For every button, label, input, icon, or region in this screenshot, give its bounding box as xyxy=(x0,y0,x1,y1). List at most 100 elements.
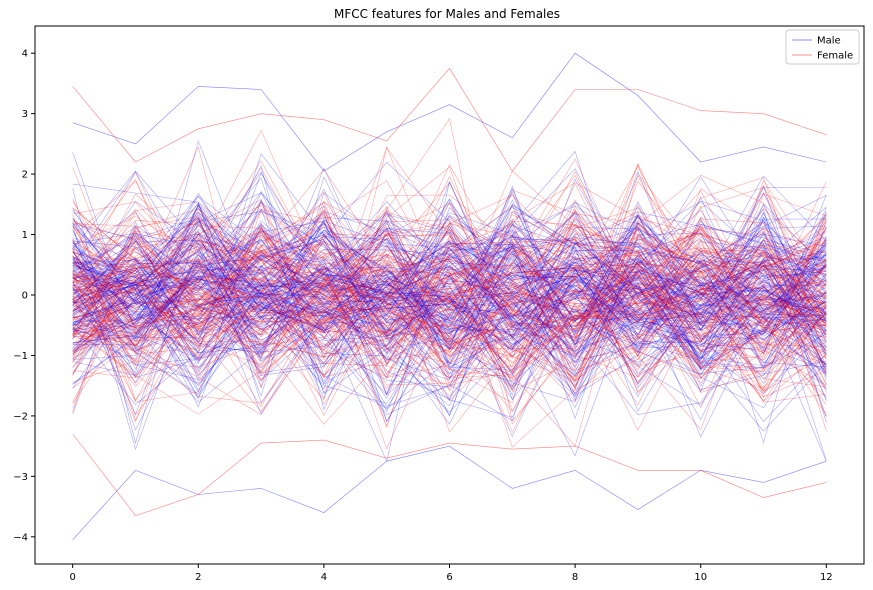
series-line-male xyxy=(72,221,827,417)
series-line-male xyxy=(72,249,827,399)
series-line-male xyxy=(72,150,827,355)
series-line-female xyxy=(72,158,827,373)
series-line-female xyxy=(72,180,827,344)
series-line-male xyxy=(72,200,827,331)
series-line-female xyxy=(72,181,827,448)
series-line-male xyxy=(72,222,827,416)
series-line-female xyxy=(72,225,827,323)
series-line-male xyxy=(72,195,827,437)
series-line-female xyxy=(72,248,827,390)
series-line-male xyxy=(72,218,827,376)
series-line-female xyxy=(72,231,827,357)
series-line-male xyxy=(72,210,827,406)
series-line-female xyxy=(72,118,827,422)
series-line-male xyxy=(72,180,827,394)
series-line-male xyxy=(72,251,827,389)
series-line-male xyxy=(72,216,827,403)
series-line-female xyxy=(72,218,827,368)
series-line-female xyxy=(72,238,827,358)
series-line-female xyxy=(72,173,827,391)
series-line-male xyxy=(72,201,827,451)
series-line-male xyxy=(72,216,827,368)
series-line-male xyxy=(72,225,827,394)
series-line-male xyxy=(72,219,827,423)
series-line-female xyxy=(72,180,827,352)
series-line-female xyxy=(72,175,827,404)
series-line-female xyxy=(72,167,827,431)
series-line-female xyxy=(72,209,827,404)
series-line-female xyxy=(72,217,827,447)
series-line-female xyxy=(72,211,827,383)
series-line-male xyxy=(72,224,827,370)
series-line-female xyxy=(72,211,827,393)
series-line-female xyxy=(72,234,827,382)
series-line-female xyxy=(72,191,827,381)
series-line-male xyxy=(72,205,827,354)
series-line-female xyxy=(72,215,827,358)
series-line-male xyxy=(72,268,827,375)
series-line-male xyxy=(72,234,827,412)
series-line-male xyxy=(72,202,827,408)
series-line-female xyxy=(72,182,827,381)
series-line-female xyxy=(72,223,827,345)
series-line-female xyxy=(72,166,827,366)
series-line-female xyxy=(72,175,827,386)
series-line-female xyxy=(72,241,827,376)
series-line-male xyxy=(72,218,827,390)
series-line-male xyxy=(72,192,827,397)
series-line-female xyxy=(72,216,827,383)
x-tick-label: 4 xyxy=(321,572,327,583)
series-line-female xyxy=(72,200,827,403)
series-line-female xyxy=(72,215,827,367)
series-line-female xyxy=(72,220,827,390)
series-line-male xyxy=(72,183,827,404)
x-tick-label: 10 xyxy=(694,572,707,583)
series-line-male xyxy=(72,176,827,388)
series-line-female xyxy=(72,207,827,378)
series-line-male xyxy=(72,178,827,375)
series-line-male xyxy=(72,234,827,425)
series-line-female xyxy=(72,227,827,346)
series-line-male xyxy=(72,52,827,172)
series-line-female xyxy=(72,225,827,450)
series-line-female xyxy=(72,220,827,321)
series-line-female xyxy=(72,433,827,516)
series-line-male xyxy=(72,188,827,355)
series-line-female xyxy=(72,206,827,415)
series-line-male xyxy=(72,215,827,374)
series-line-female xyxy=(72,218,827,374)
series-line-male xyxy=(72,224,827,346)
series-line-female xyxy=(72,216,827,375)
series-line-female xyxy=(72,219,827,425)
series-line-male xyxy=(72,207,827,334)
series-line-female xyxy=(72,189,827,396)
series-line-female xyxy=(72,225,827,379)
x-tick-label: 12 xyxy=(820,572,833,583)
series-line-male xyxy=(72,275,827,382)
series-line-female xyxy=(72,226,827,378)
series-line-male xyxy=(72,180,827,463)
series-line-male xyxy=(72,203,827,384)
series-line-male xyxy=(72,269,827,359)
series-line-female xyxy=(72,214,827,412)
series-line-male xyxy=(72,194,827,355)
y-tick-label: −3 xyxy=(13,472,28,483)
series-line-female xyxy=(72,208,827,417)
series-line-male xyxy=(72,237,827,374)
series-line-female xyxy=(72,222,827,376)
series-line-female xyxy=(72,164,827,385)
series-line-male xyxy=(72,258,827,423)
series-line-male xyxy=(72,228,827,403)
series-line-male xyxy=(72,227,827,339)
series-line-male xyxy=(72,243,827,401)
series-line-male xyxy=(72,192,827,352)
series-line-male xyxy=(72,242,827,388)
series-line-male xyxy=(72,226,827,413)
series-line-female xyxy=(72,251,827,383)
series-line-female xyxy=(72,264,827,398)
series-line-male xyxy=(72,214,827,374)
series-line-female xyxy=(72,162,827,382)
series-line-female xyxy=(72,227,827,337)
series-line-female xyxy=(72,256,827,362)
